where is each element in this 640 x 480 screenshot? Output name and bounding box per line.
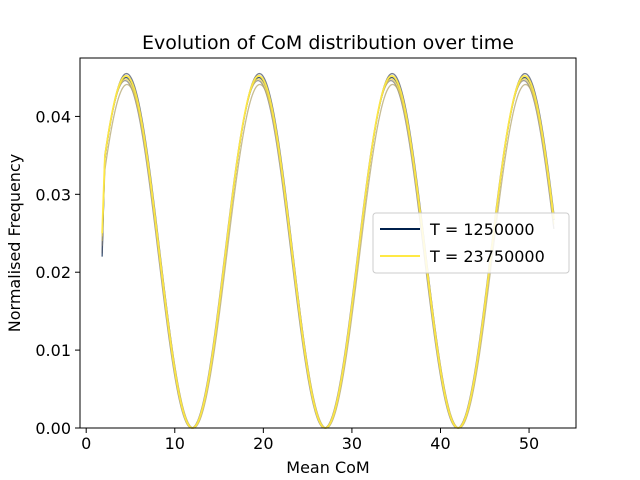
y-tick-label: 0.02	[35, 263, 71, 282]
x-tick-label: 10	[165, 434, 185, 453]
axes-frame	[79, 57, 577, 429]
series-line	[101, 75, 555, 429]
y-tick-label: 0.04	[35, 107, 71, 126]
y-axis-label: Normalised Frequency	[5, 154, 24, 332]
y-tick-label: 0.00	[35, 419, 71, 438]
legend-label-last: T = 23750000	[429, 247, 545, 266]
x-tick-label: 20	[253, 434, 273, 453]
x-tick-label: 50	[519, 434, 539, 453]
x-tick-label: 40	[430, 434, 450, 453]
legend: T = 1250000 T = 23750000	[372, 212, 570, 274]
x-axis-label: Mean CoM	[286, 458, 369, 477]
legend-label-first: T = 1250000	[429, 220, 535, 239]
x-tick-label: 0	[81, 434, 91, 453]
y-tick-label: 0.01	[35, 341, 71, 360]
plot-area	[101, 72, 555, 429]
y-axis-ticks: 0.00 0.01 0.02 0.03 0.04	[35, 107, 80, 438]
y-tick-label: 0.03	[35, 185, 71, 204]
series-layer	[101, 72, 555, 429]
x-tick-label: 30	[342, 434, 362, 453]
chart-title: Evolution of CoM distribution over time	[142, 32, 514, 54]
x-axis-ticks: 0 10 20 30 40 50	[81, 428, 539, 453]
legend-box	[372, 212, 570, 274]
